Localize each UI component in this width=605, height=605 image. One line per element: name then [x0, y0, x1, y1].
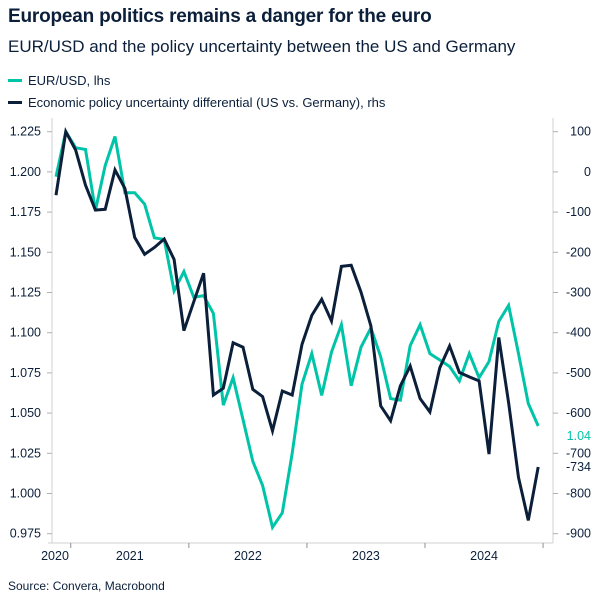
legend-item-eurusd: EUR/USD, lhs — [8, 73, 110, 88]
legend-label-uncertainty: Economic policy uncertainty differential… — [28, 95, 386, 110]
last-value-label-uncertainty: -734 — [566, 460, 591, 474]
right-tick-label: -700 — [566, 446, 591, 460]
left-tick-label: 1.175 — [10, 205, 41, 219]
left-tick-label: 0.975 — [10, 527, 41, 541]
left-tick-label: 1.025 — [10, 446, 41, 460]
series-line-uncertainty — [54, 127, 540, 521]
chart-title: European politics remains a danger for t… — [8, 6, 432, 27]
right-tick-label: -200 — [566, 245, 591, 259]
right-tick-label: 0 — [584, 165, 591, 179]
legend-label-eurusd: EUR/USD, lhs — [28, 73, 111, 88]
left-tick-label: 1.100 — [10, 326, 41, 340]
right-tick-label: 100 — [570, 125, 591, 139]
left-tick-label: 1.050 — [10, 406, 41, 420]
left-tick-label: 1.125 — [10, 286, 41, 300]
legend-swatch-eurusd — [8, 79, 22, 82]
left-tick-label: 1.000 — [10, 487, 41, 501]
series-line-eurusd — [54, 127, 540, 531]
left-tick-label: 1.075 — [10, 366, 41, 380]
right-tick-label: -500 — [566, 366, 591, 380]
right-tick-label: -600 — [566, 406, 591, 420]
x-tick-label: 2024 — [470, 549, 498, 563]
right-tick-label: -400 — [566, 326, 591, 340]
right-tick-label: -100 — [566, 205, 591, 219]
right-tick-label: -900 — [566, 527, 591, 541]
right-tick-label: -300 — [566, 286, 591, 300]
source-note: Source: Convera, Macrobond — [8, 579, 165, 593]
x-tick-label: 2023 — [352, 549, 380, 563]
right-tick-label: -800 — [566, 487, 591, 501]
x-tick-label: 2021 — [116, 549, 144, 563]
left-tick-label: 1.200 — [10, 165, 41, 179]
left-tick-label: 1.150 — [10, 245, 41, 259]
left-tick-label: 1.225 — [10, 125, 41, 139]
x-tick-label: 2022 — [234, 549, 262, 563]
chart-subtitle: EUR/USD and the policy uncertainty betwe… — [8, 37, 516, 56]
legend-swatch-uncertainty — [8, 101, 22, 104]
last-value-label-eurusd: 1.04 — [567, 429, 591, 443]
x-tick-label: 2020 — [41, 549, 69, 563]
legend-item-uncertainty: Economic policy uncertainty differential… — [8, 95, 385, 110]
